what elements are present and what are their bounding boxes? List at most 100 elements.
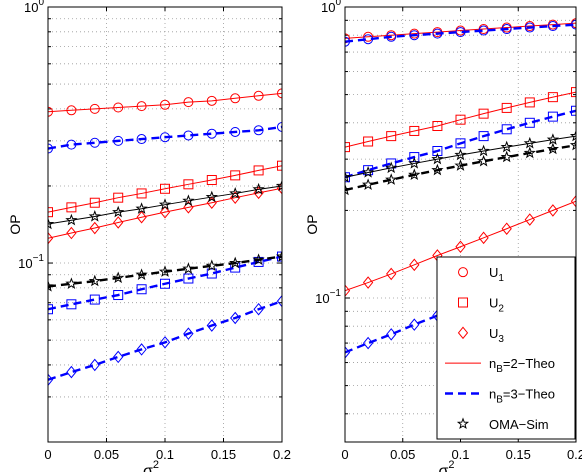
data-point-circle-5: [455, 27, 466, 38]
data-point-square-2: [89, 197, 100, 208]
data-point-circle-8: [524, 22, 535, 33]
data-point-diamond-5: [159, 205, 171, 219]
data-point-diamond-10: [276, 294, 282, 308]
plot-frame: [47, 6, 283, 443]
data-point-square-7: [206, 175, 217, 186]
legend-label-sub: 3: [498, 334, 504, 345]
series-line: [345, 144, 576, 192]
x-axis-label-base: σ: [439, 463, 449, 472]
data-point-diamond-5: [159, 336, 171, 349]
data-point-square-5: [455, 114, 466, 125]
data-point-star-10: [569, 138, 576, 151]
data-point-star-6: [182, 262, 195, 274]
legend-label-base: U: [489, 326, 498, 341]
data-point-diamond-legend-2: [457, 326, 469, 340]
legend-label-sub: B: [496, 364, 503, 375]
data-point-star-9: [546, 142, 560, 155]
data-point-square-5: [160, 183, 170, 194]
data-point-star-7: [500, 140, 513, 153]
data-point-square-2: [386, 131, 397, 142]
data-point-square-5: [160, 278, 170, 289]
series-line: [48, 165, 282, 213]
series-u2-solid: [345, 87, 576, 153]
data-point-square-9: [547, 111, 558, 122]
legend-label: nB=2−Theo: [489, 356, 555, 375]
data-point-star-1: [65, 213, 78, 226]
x-tick-label: 0: [44, 447, 51, 462]
data-point-square-8: [524, 97, 535, 108]
data-point-star-10: [275, 250, 282, 262]
x-tick-label: 0.15: [211, 447, 236, 462]
series-line: [345, 135, 576, 178]
data-point-diamond-9: [253, 186, 264, 200]
data-point-square-6: [183, 179, 194, 190]
data-point-square-7: [206, 268, 217, 279]
legend-label-base: U: [489, 296, 498, 311]
data-point-star-0: [345, 170, 352, 183]
legend-label-base: n: [489, 387, 496, 402]
data-point-diamond-0: [48, 373, 54, 387]
data-point-square-3: [113, 290, 124, 301]
data-point-star-5: [454, 159, 467, 171]
legend-label: U1: [489, 265, 504, 284]
data-point-circle-3: [113, 135, 124, 146]
data-point-square-9: [253, 256, 264, 267]
x-tick-label: 0.2: [567, 447, 582, 462]
data-point-diamond-3: [113, 350, 124, 364]
series-line: [48, 255, 282, 311]
legend-entry-3: nB=2−Theo: [445, 356, 555, 375]
data-point-star-7: [500, 150, 513, 163]
data-point-square-0: [48, 207, 53, 218]
y-tick-exp: 0: [38, 0, 44, 8]
plot-frame: [344, 6, 577, 443]
data-point-circle-10: [571, 19, 576, 30]
y-tick-label: 10−1: [315, 288, 341, 306]
y-tick-base: 10: [315, 291, 329, 306]
data-point-circle-10: [277, 121, 282, 132]
series-u1-dashed: [48, 121, 282, 154]
series-line: [345, 91, 576, 148]
y-tick-label: 10−1: [18, 253, 44, 271]
series-u1-solid: [48, 88, 282, 117]
data-point-star-6: [477, 144, 490, 157]
data-point-star-1: [65, 277, 78, 289]
x-tick-label: 0.2: [273, 447, 291, 462]
data-point-star-7: [205, 259, 218, 272]
series-line: [48, 92, 282, 113]
data-point-circle-9: [253, 125, 264, 136]
data-point-square-10: [571, 105, 576, 116]
data-point-circle-7: [206, 128, 217, 139]
data-point-star-2: [88, 274, 101, 287]
data-point-diamond-3: [409, 318, 420, 331]
series-u2-dashed: [48, 251, 282, 315]
data-point-circle-4: [136, 134, 147, 145]
x-tick-label: 0: [341, 447, 348, 462]
x-axis-label: σ2est,SR: [143, 459, 186, 472]
data-point-diamond-9: [547, 204, 559, 217]
data-point-diamond-2: [89, 358, 100, 372]
data-point-square-legend-1: [458, 297, 468, 308]
series-line: [48, 125, 282, 150]
data-point-square-3: [113, 192, 124, 203]
data-point-star-2: [385, 161, 398, 174]
series-group: [48, 88, 282, 387]
data-point-square-7: [501, 102, 512, 113]
series-line: [48, 185, 282, 225]
series-u3-dashed: [48, 294, 282, 387]
y-axis-label: OP: [7, 214, 23, 234]
data-point-diamond-2: [386, 267, 397, 281]
data-point-square-8: [524, 117, 535, 128]
y-tick-exp: −1: [330, 288, 342, 299]
data-point-square-6: [183, 273, 194, 284]
data-point-star-5: [158, 198, 172, 210]
data-point-star-legend-5: [456, 417, 470, 430]
data-point-star-6: [182, 194, 195, 207]
data-point-diamond-2: [89, 221, 100, 235]
data-point-diamond-8: [524, 213, 535, 226]
data-point-square-9: [253, 165, 264, 176]
data-point-star-4: [135, 202, 148, 214]
data-point-square-0: [345, 172, 350, 183]
data-point-star-3: [112, 205, 125, 218]
series-line: [345, 109, 576, 179]
